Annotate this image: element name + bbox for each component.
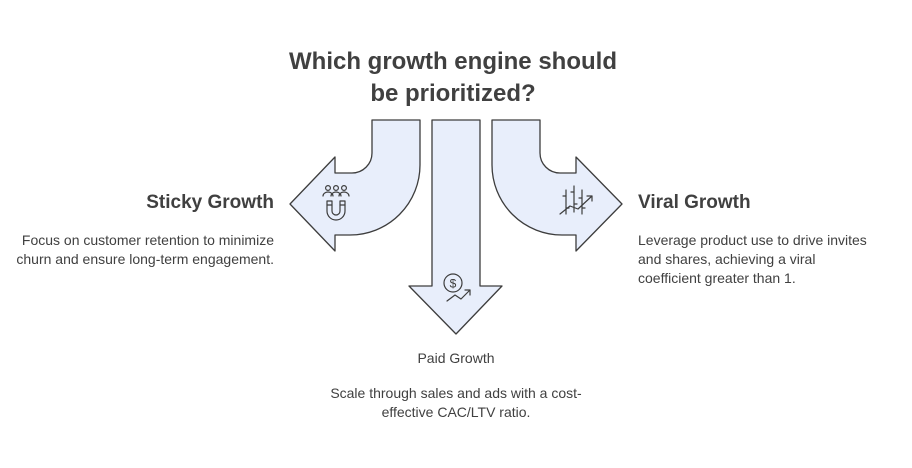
paid-growth-description: Scale through sales and ads with a cost-…: [330, 385, 582, 420]
sticky-growth-arrow: [289, 119, 421, 252]
paid-growth-heading: Paid Growth: [417, 350, 495, 366]
dollar-growth-icon: $: [443, 273, 471, 302]
svg-text:$: $: [450, 277, 457, 291]
viral-growth-arrow: [491, 119, 623, 252]
page-title: Which growth engine should be prioritize…: [256, 46, 650, 110]
paid-growth-arrow: [408, 119, 503, 335]
chart-trend-icon: [559, 185, 593, 215]
magnet-people-icon: [322, 185, 350, 221]
title-line-1: Which growth engine should: [289, 48, 617, 75]
sticky-growth-description: Focus on customer retention to minimize …: [16, 232, 274, 267]
viral-growth-description: Leverage product use to drive invites an…: [638, 232, 867, 286]
viral-growth-heading: Viral Growth: [638, 192, 751, 213]
title-line-2: be prioritized?: [370, 80, 536, 107]
sticky-growth-heading: Sticky Growth: [146, 192, 274, 213]
